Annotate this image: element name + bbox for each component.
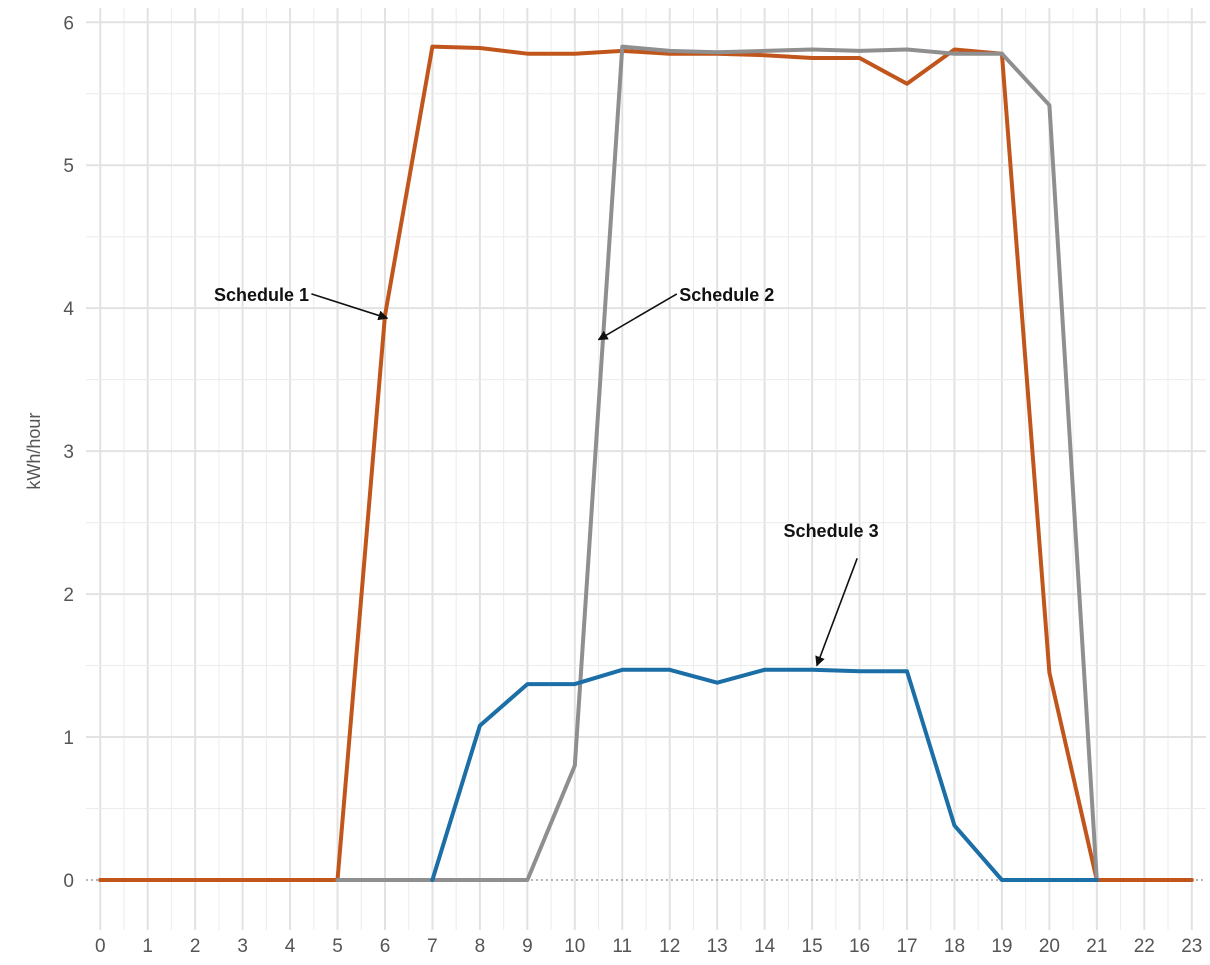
annotation-arrow-2 — [597, 293, 678, 341]
x-tick-label: 17 — [896, 936, 917, 957]
annotation-label-1: Schedule 1 — [214, 285, 309, 305]
x-tick-label: 18 — [944, 936, 965, 957]
x-tick-label: 8 — [475, 936, 486, 957]
x-tick-label: 9 — [522, 936, 533, 957]
series-line-2 — [335, 44, 1099, 882]
x-tick-label: 6 — [380, 936, 391, 957]
x-tick-label: 19 — [991, 936, 1012, 957]
x-tick-label: 12 — [659, 936, 680, 957]
x-tick-label: 4 — [285, 936, 296, 957]
x-tick-label: 15 — [802, 936, 823, 957]
grid — [86, 8, 1206, 930]
x-tick-label: 0 — [95, 936, 106, 957]
x-tick-label: 11 — [612, 936, 632, 957]
x-tick-label: 5 — [332, 936, 343, 957]
annotation-arrow-1 — [311, 293, 389, 321]
series-line-3 — [430, 667, 1099, 882]
x-tick-label: 7 — [427, 936, 438, 957]
x-tick-label: 13 — [707, 936, 728, 957]
annotations: Schedule 1 Schedule 2 Schedule 3 — [214, 285, 879, 667]
y-tick-label: 6 — [63, 13, 74, 34]
y-tick-label: 3 — [63, 442, 74, 463]
x-tick-label: 3 — [237, 936, 248, 957]
y-axis-title: kWh/hour — [24, 413, 44, 490]
series-line-1 — [98, 44, 1194, 882]
x-tick-label: 22 — [1134, 936, 1155, 957]
y-tick-label: 2 — [63, 585, 74, 606]
x-tick-label: 10 — [564, 936, 585, 957]
annotation-label-3: Schedule 3 — [784, 521, 879, 541]
y-tick-label: 4 — [63, 299, 74, 320]
annotation-label-2: Schedule 2 — [679, 285, 774, 305]
x-tick-label: 1 — [142, 936, 153, 957]
x-tick-label: 16 — [849, 936, 870, 957]
x-tick-label: 20 — [1039, 936, 1060, 957]
x-tick-label: 14 — [754, 936, 776, 957]
y-tick-label: 0 — [63, 871, 74, 892]
y-tick-label: 1 — [63, 728, 74, 749]
annotation-arrow-3 — [815, 558, 858, 667]
x-tick-label: 23 — [1181, 936, 1202, 957]
x-tick-label: 21 — [1086, 936, 1107, 957]
series-lines — [98, 44, 1194, 882]
y-tick-label: 5 — [63, 156, 74, 177]
x-tick-label: 2 — [190, 936, 201, 957]
